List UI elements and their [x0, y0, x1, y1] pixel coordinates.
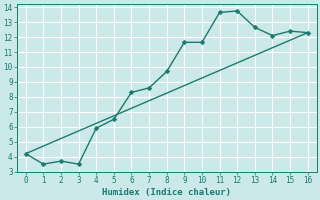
X-axis label: Humidex (Indice chaleur): Humidex (Indice chaleur) [102, 188, 231, 197]
